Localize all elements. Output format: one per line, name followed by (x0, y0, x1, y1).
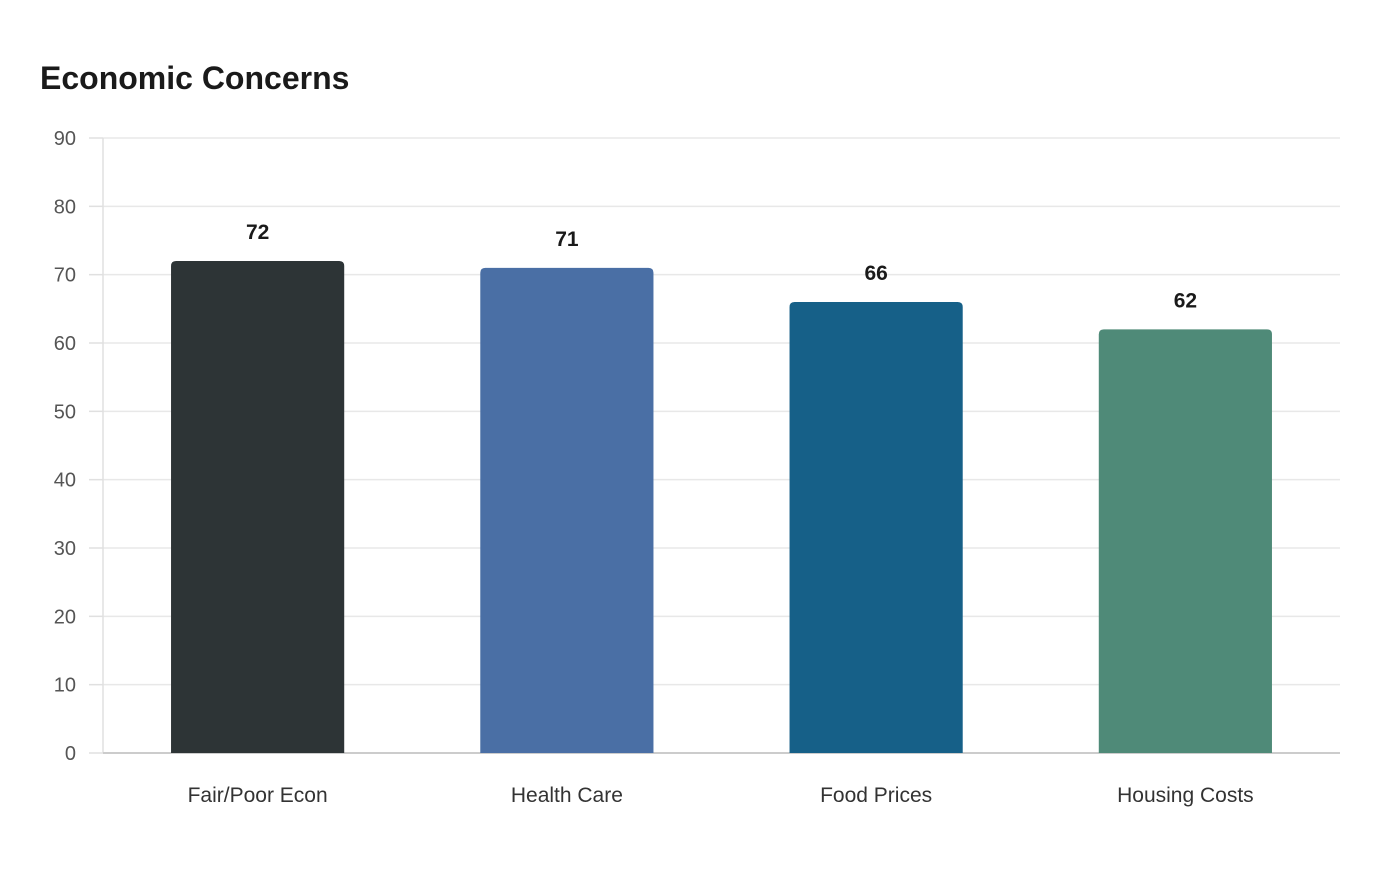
y-tick-label: 20 (54, 606, 76, 628)
bar (1098, 329, 1272, 753)
y-tick-label: 90 (54, 128, 76, 150)
bar (789, 302, 963, 753)
y-tick-label: 30 (54, 538, 76, 560)
bar-value-label: 62 (1174, 289, 1197, 312)
x-category-label: Health Care (511, 784, 623, 807)
chart-title: Economic Concerns (40, 60, 350, 96)
y-tick-label: 60 (54, 333, 76, 355)
value-labels: 72 71 66 62 (246, 221, 1197, 312)
x-category-label: Housing Costs (1117, 784, 1254, 807)
y-tick-label: 40 (54, 470, 76, 492)
x-category-label: Fair/Poor Econ (188, 784, 328, 807)
bar-value-label: 71 (555, 228, 579, 251)
y-tick-labels: 0 10 20 30 40 50 60 70 80 90 (54, 128, 76, 765)
bar (480, 267, 654, 753)
bar-value-label: 66 (864, 262, 887, 285)
category-labels: Fair/Poor Econ Health Care Food Prices Hous… (188, 784, 1254, 807)
y-tick-label: 70 (54, 265, 76, 287)
y-tick-label: 80 (54, 196, 76, 218)
bar (171, 261, 345, 753)
x-category-label: Food Prices (820, 784, 932, 807)
bars (171, 261, 1272, 753)
y-tick-label: 10 (54, 675, 76, 697)
bar-value-label: 72 (246, 221, 269, 244)
y-tick-label: 0 (65, 743, 76, 765)
y-tick-label: 50 (54, 401, 76, 423)
